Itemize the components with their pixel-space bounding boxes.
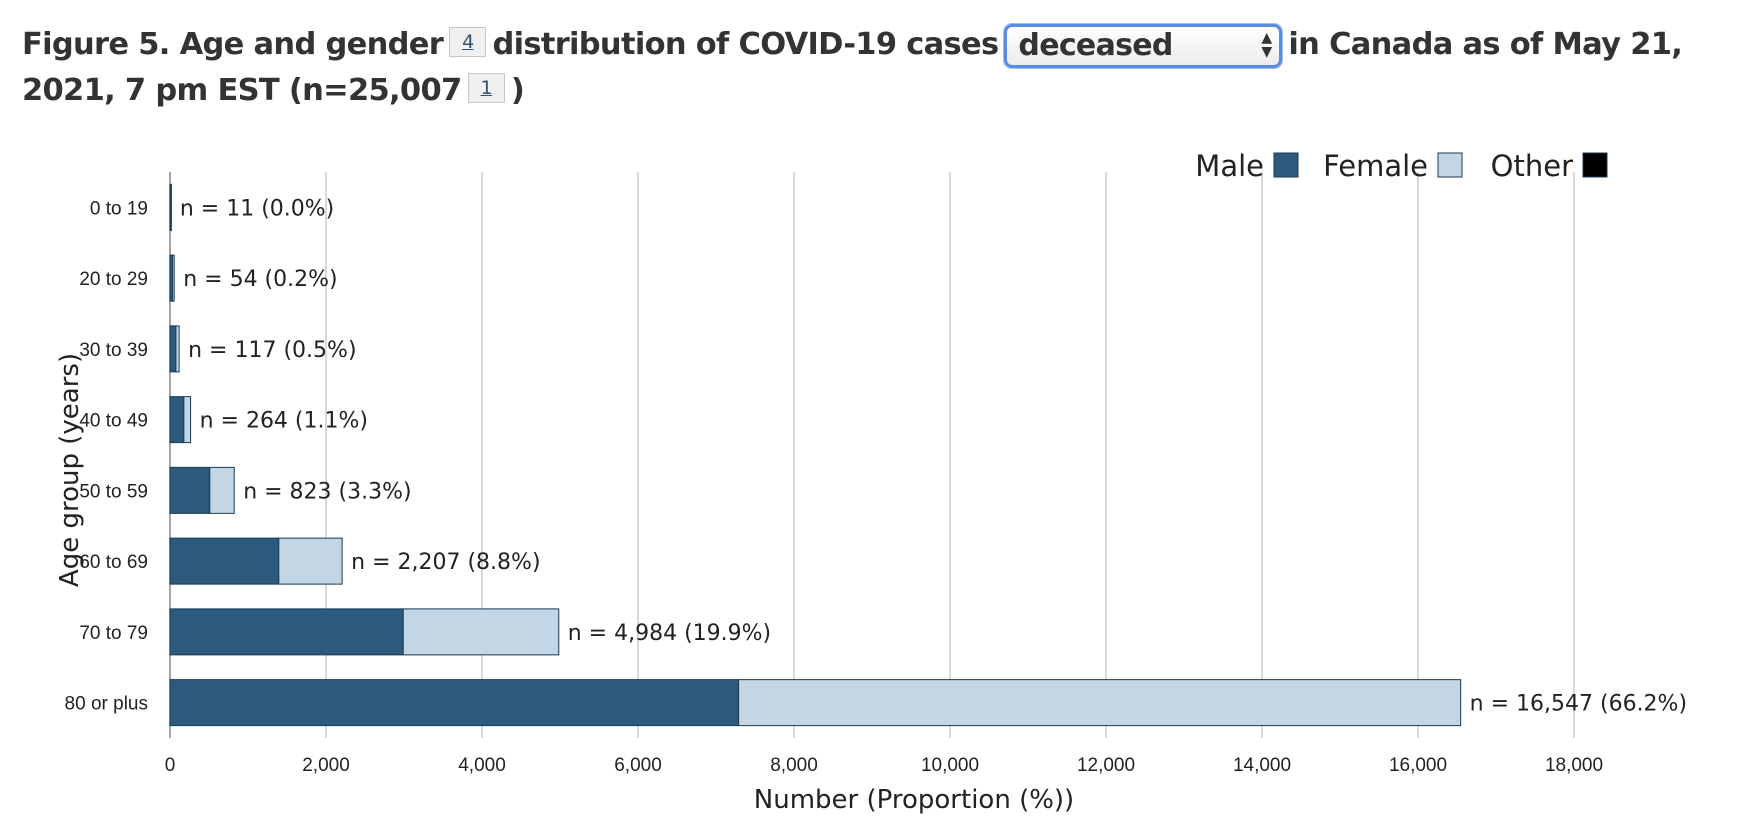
x-axis-labels: 0 2,000 4,000 6,000 8,000 10,000 12,000 14,000 1… bbox=[165, 755, 1603, 776]
bars bbox=[169, 183, 1462, 727]
y-tick-label: 50 to 59 bbox=[79, 481, 148, 502]
y-tick-label: 40 to 49 bbox=[79, 411, 148, 432]
y-tick-label: 20 to 29 bbox=[79, 269, 148, 290]
data-label: n = 11 (0.0%) bbox=[180, 196, 334, 221]
bar-segment-male bbox=[169, 325, 177, 373]
footnote-link-4[interactable]: 4 bbox=[449, 27, 487, 57]
x-tick-label: 14,000 bbox=[1233, 755, 1291, 776]
bar-segment-male bbox=[169, 466, 211, 514]
x-tick-label: 2,000 bbox=[302, 755, 350, 776]
bar-segment-male bbox=[169, 537, 280, 585]
data-label: n = 823 (3.3%) bbox=[243, 479, 411, 504]
chart-title: Figure 5. Age and gender 4 distribution of… bbox=[22, 22, 1737, 114]
bar-segment-female bbox=[172, 254, 175, 302]
data-label: n = 54 (0.2%) bbox=[183, 267, 337, 292]
data-label: n = 117 (0.5%) bbox=[188, 338, 356, 363]
data-label: n = 16,547 (66.2%) bbox=[1470, 692, 1687, 717]
bar-segment-female bbox=[183, 396, 192, 444]
x-tick-label: 0 bbox=[165, 755, 176, 776]
title-part-2: distribution of COVID-19 cases bbox=[492, 27, 999, 62]
bar-segment-male bbox=[169, 679, 740, 727]
x-tick-label: 8,000 bbox=[770, 755, 818, 776]
legend-swatch-male bbox=[1273, 152, 1299, 178]
x-tick-label: 18,000 bbox=[1545, 755, 1603, 776]
x-tick-label: 6,000 bbox=[614, 755, 662, 776]
title-part-4: ) bbox=[510, 73, 525, 108]
legend: Male Female Other bbox=[1195, 149, 1608, 183]
legend-label-male: Male bbox=[1195, 149, 1264, 183]
y-tick-label: 30 to 39 bbox=[79, 340, 148, 361]
footnote-link-1[interactable]: 1 bbox=[467, 73, 505, 103]
bar-segment-female bbox=[169, 183, 172, 231]
data-label: n = 264 (1.1%) bbox=[200, 409, 368, 434]
data-labels: n = 11 (0.0%) n = 54 (0.2%) n = 117 (0.5%)… bbox=[180, 196, 1687, 716]
x-tick-label: 4,000 bbox=[458, 755, 506, 776]
y-tick-label: 60 to 69 bbox=[79, 552, 148, 573]
bar-segment-female bbox=[209, 466, 235, 514]
legend-label-female: Female bbox=[1323, 149, 1428, 183]
bar-segment-female bbox=[175, 325, 180, 373]
bar-segment-female bbox=[738, 679, 1462, 727]
bar-segment-male bbox=[169, 396, 185, 444]
x-tick-label: 12,000 bbox=[1077, 755, 1135, 776]
x-tick-label: 10,000 bbox=[921, 755, 979, 776]
y-tick-label: 0 to 19 bbox=[90, 198, 148, 219]
case-status-select-value: deceased bbox=[1018, 27, 1173, 63]
x-axis-title: Number (Proportion (%)) bbox=[754, 785, 1074, 815]
bar-segment-male bbox=[169, 608, 404, 656]
legend-swatch-female bbox=[1437, 152, 1463, 178]
y-axis-title: Age group (years) bbox=[55, 353, 85, 587]
data-label: n = 2,207 (8.8%) bbox=[351, 550, 540, 575]
title-part-1: Figure 5. Age and gender bbox=[22, 27, 444, 62]
bar-segment-female bbox=[402, 608, 560, 656]
legend-label-other: Other bbox=[1491, 149, 1573, 183]
legend-swatch-other bbox=[1582, 152, 1608, 178]
title-part-3: in Canada as of May 21, 2021, 7 pm EST (… bbox=[22, 27, 1683, 108]
data-label: n = 4,984 (19.9%) bbox=[568, 621, 771, 646]
y-tick-label: 80 or plus bbox=[65, 694, 148, 715]
bar-segment-female bbox=[278, 537, 343, 585]
select-arrows-icon: ▲ ▼ bbox=[1261, 29, 1272, 60]
x-tick-label: 16,000 bbox=[1389, 755, 1447, 776]
y-axis-labels: 0 to 19 20 to 29 30 to 39 40 to 49 50 to 59 6… bbox=[65, 198, 148, 714]
y-tick-label: 70 to 79 bbox=[79, 623, 148, 644]
case-status-select[interactable]: deceased ▲ ▼ bbox=[1004, 23, 1283, 68]
